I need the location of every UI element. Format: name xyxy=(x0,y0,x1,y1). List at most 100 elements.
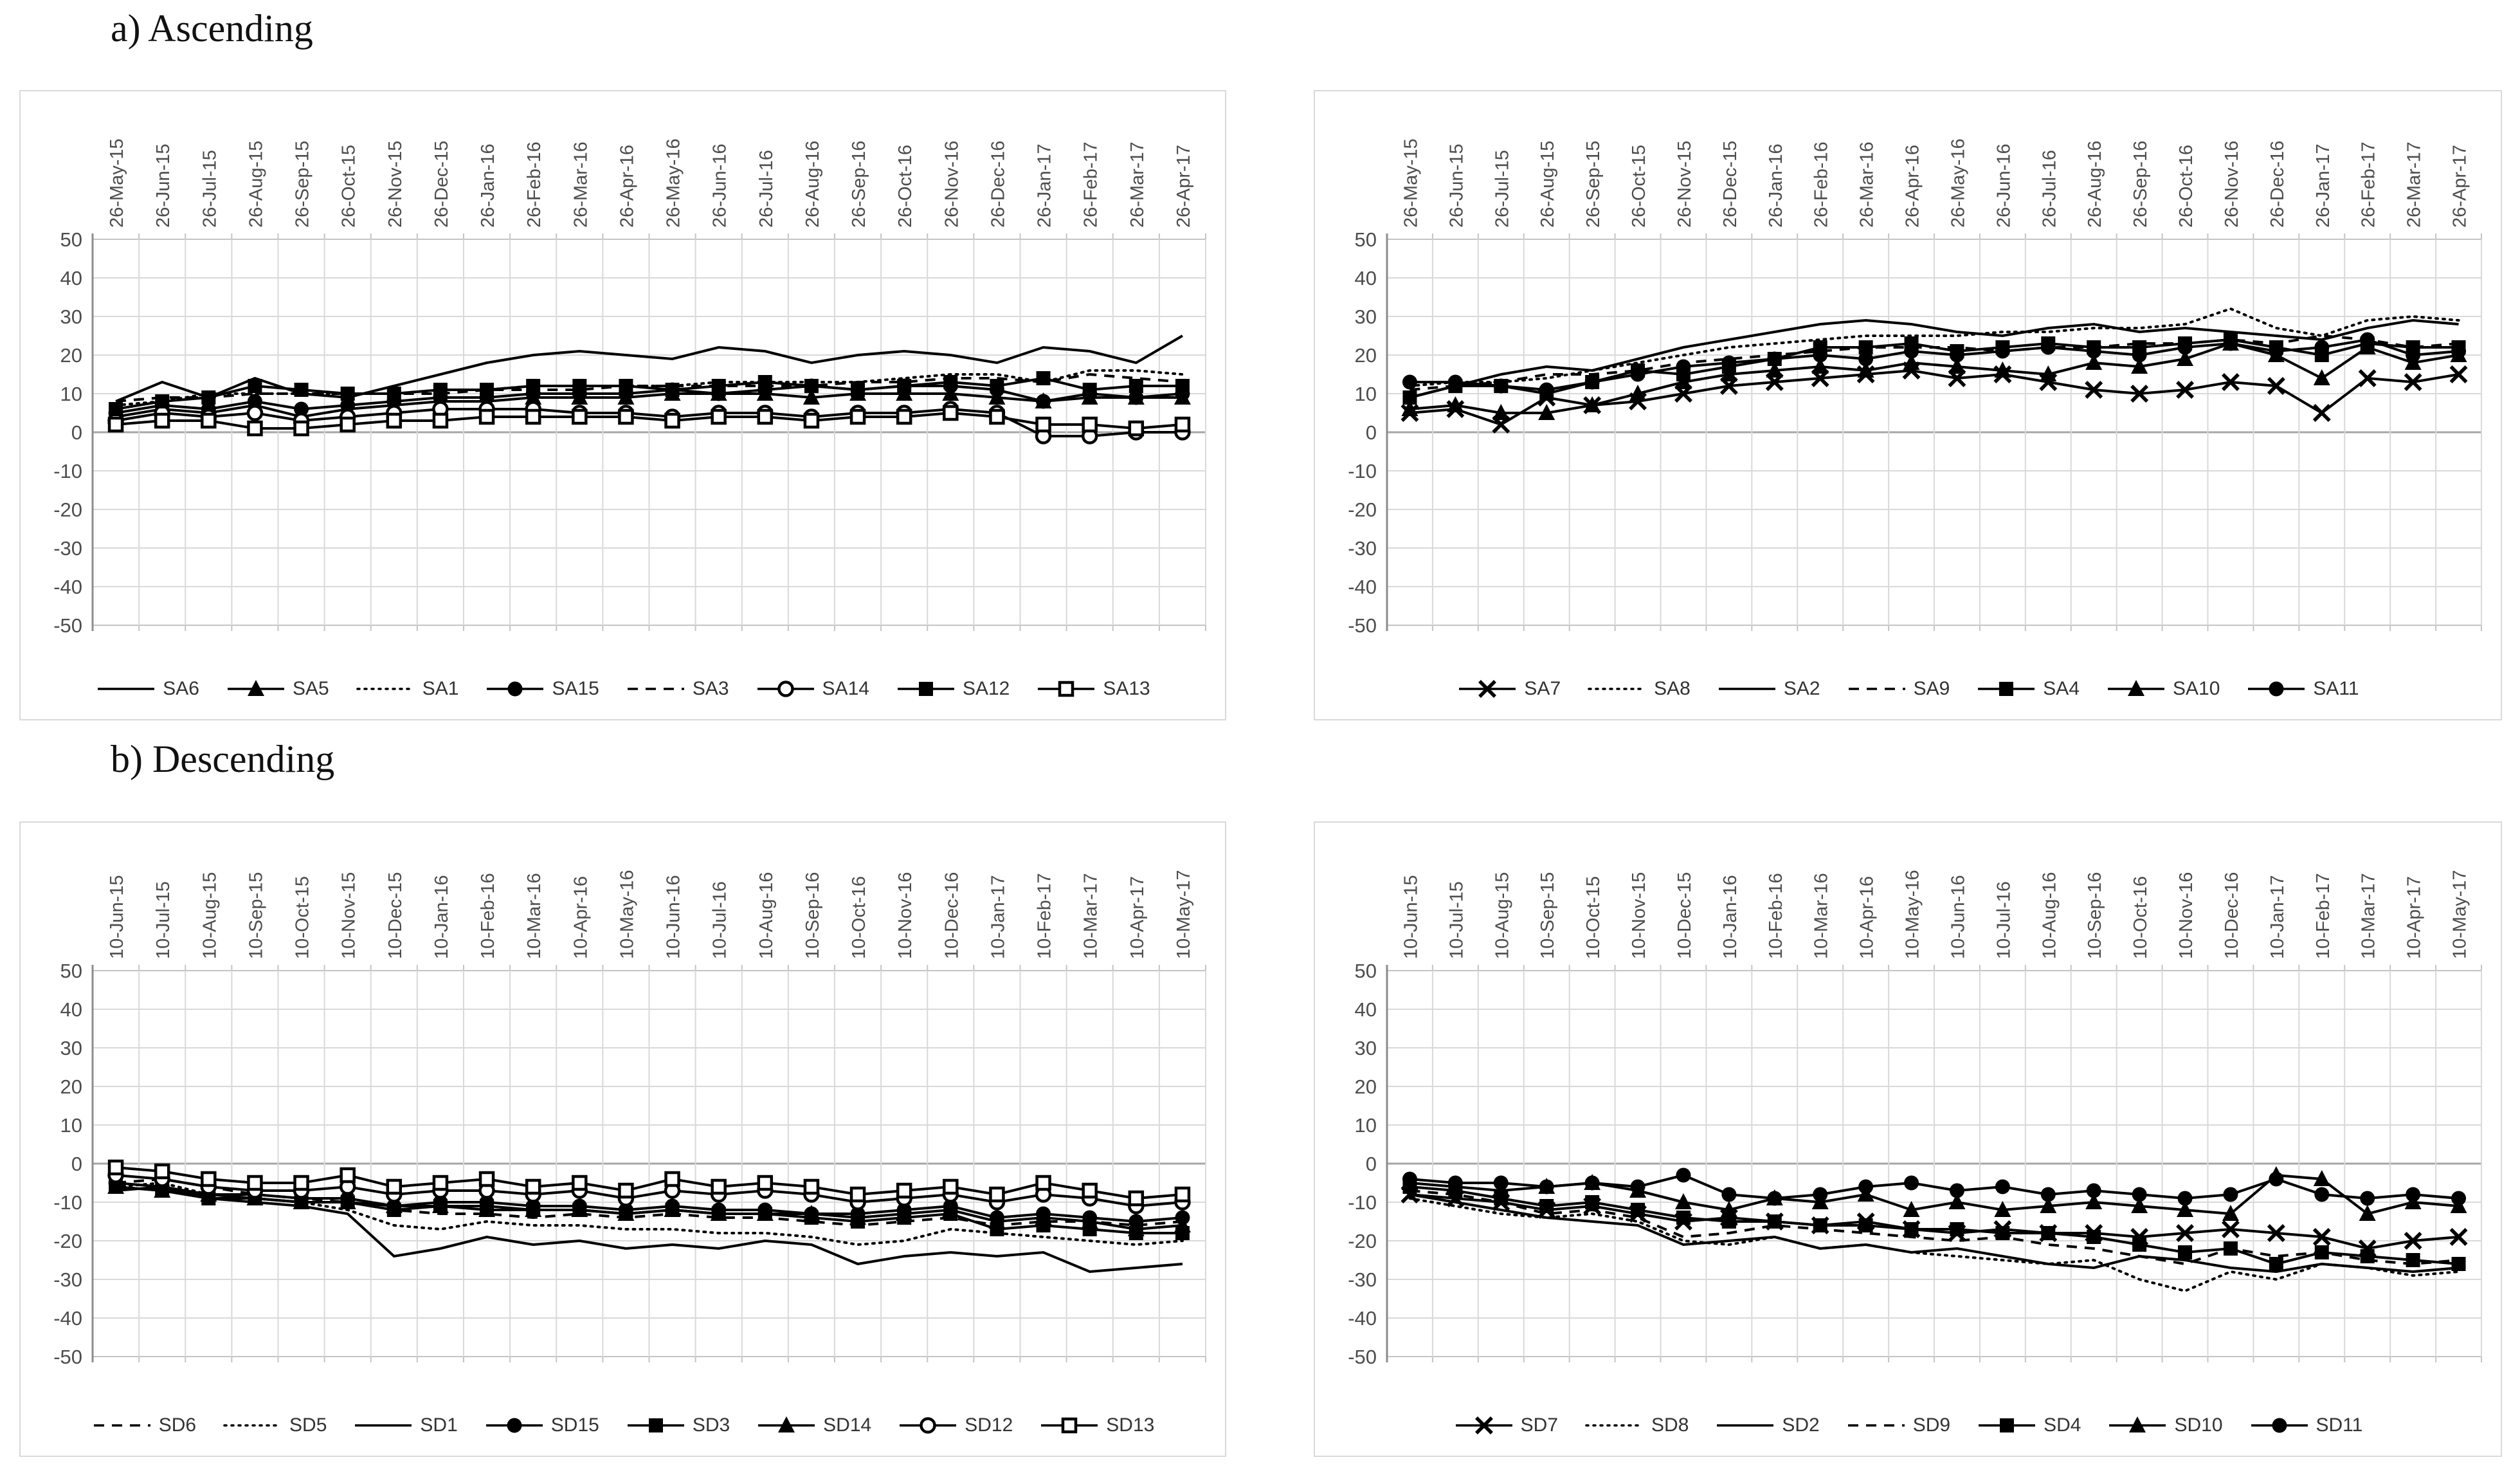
legend-sample-dashed-icon xyxy=(1848,688,1905,690)
svg-text:10-Jan-17: 10-Jan-17 xyxy=(988,875,1008,959)
svg-text:20: 20 xyxy=(1355,344,1377,367)
legend-label: SD9 xyxy=(1912,1414,1951,1436)
svg-text:26-Jul-16: 26-Jul-16 xyxy=(756,150,777,228)
svg-text:-30: -30 xyxy=(53,1268,82,1291)
legend-item-sa9: SA9 xyxy=(1846,678,1950,700)
legend-item-sd10: SD10 xyxy=(2107,1414,2223,1436)
legend-label: SA6 xyxy=(163,678,199,699)
svg-text:26-Apr-16: 26-Apr-16 xyxy=(1903,145,1923,228)
legend-label: SD7 xyxy=(1520,1414,1559,1436)
svg-text:-20: -20 xyxy=(53,1230,82,1252)
svg-text:26-Sep-15: 26-Sep-15 xyxy=(293,141,313,228)
svg-text:10-Jul-15: 10-Jul-15 xyxy=(153,881,174,959)
svg-text:26-Jun-15: 26-Jun-15 xyxy=(153,143,174,228)
legend-label: SD14 xyxy=(823,1414,872,1436)
svg-text:26-Dec-16: 26-Dec-16 xyxy=(2267,141,2288,228)
svg-text:26-Jul-16: 26-Jul-16 xyxy=(2039,150,2060,228)
svg-text:-40: -40 xyxy=(1348,1307,1377,1330)
legend-sample-dotted-icon xyxy=(356,688,415,690)
legend-item-sa4: SA4 xyxy=(1975,678,2080,700)
chart-canvas-descending-right: 50 40 30 20 10 0 -10 -20 -30 -40 -50 10-Jun-15 10-Ju… xyxy=(1348,870,2482,1368)
svg-text:10-Sep-15: 10-Sep-15 xyxy=(246,872,266,959)
legend-label: SA11 xyxy=(2313,678,2359,699)
svg-text:10-Sep-16: 10-Sep-16 xyxy=(802,872,823,959)
svg-text:10: 10 xyxy=(60,1114,82,1137)
svg-text:10-Nov-16: 10-Nov-16 xyxy=(2176,872,2197,959)
legend-sample-solid-circle-icon xyxy=(485,1418,543,1433)
svg-text:10-Nov-16: 10-Nov-16 xyxy=(895,872,916,959)
svg-text:26-Jan-17: 26-Jan-17 xyxy=(1035,143,1055,228)
svg-text:10-Dec-15: 10-Dec-15 xyxy=(385,872,406,959)
legend-item-sd9: SD9 xyxy=(1845,1414,1950,1436)
legend-label: SA15 xyxy=(552,678,599,699)
svg-text:10-Nov-15: 10-Nov-15 xyxy=(1629,872,1649,959)
svg-text:26-Dec-15: 26-Dec-15 xyxy=(1720,141,1741,228)
legend-item-sd14: SD14 xyxy=(756,1414,871,1436)
svg-text:30: 30 xyxy=(60,306,82,328)
legend-item-sa14: SA14 xyxy=(755,678,869,700)
svg-text:-20: -20 xyxy=(1348,1230,1377,1252)
section-title-ascending: a) Ascending xyxy=(111,7,313,50)
svg-text:10-Jan-16: 10-Jan-16 xyxy=(431,875,452,959)
legend-descending-left: SD6 SD5 SD1 SD15 SD3 SD14 SD12 SD13 xyxy=(21,1414,1225,1436)
svg-text:10-Dec-16: 10-Dec-16 xyxy=(941,872,962,959)
legend-sample-dashed-icon xyxy=(1847,1424,1905,1427)
svg-text:26-Feb-16: 26-Feb-16 xyxy=(1811,142,1832,228)
svg-text:26-Feb-17: 26-Feb-17 xyxy=(2359,142,2379,228)
svg-text:10-May-16: 10-May-16 xyxy=(1903,870,1923,959)
svg-text:10-Jun-15: 10-Jun-15 xyxy=(107,875,127,959)
legend-item-sa15: SA15 xyxy=(484,678,599,700)
legend-sample-solid-icon xyxy=(98,688,155,690)
legend-label: SA12 xyxy=(962,678,1010,699)
svg-text:26-Sep-15: 26-Sep-15 xyxy=(1583,141,1604,228)
legend-sample-solid-square-icon xyxy=(627,1418,684,1432)
legend-item-sa11: SA11 xyxy=(2245,678,2359,700)
svg-text:26-Sep-16: 26-Sep-16 xyxy=(849,141,869,228)
svg-text:10-Oct-16: 10-Oct-16 xyxy=(2130,876,2151,959)
legend-label: SD10 xyxy=(2174,1414,2223,1436)
legend-label: SA5 xyxy=(293,678,329,699)
svg-text:26-Aug-15: 26-Aug-15 xyxy=(246,141,266,228)
legend-item-sd11: SD11 xyxy=(2249,1414,2363,1436)
svg-text:26-Jul-15: 26-Jul-15 xyxy=(199,150,220,228)
svg-text:-20: -20 xyxy=(53,499,82,521)
svg-text:10-Aug-16: 10-Aug-16 xyxy=(756,872,777,959)
legend-label: SD4 xyxy=(2044,1414,2081,1436)
chart-panel-ascending-right: 50 40 30 20 10 0 -10 -20 -30 -40 -50 26-May-15 26-Ju… xyxy=(1314,90,2502,720)
svg-text:26-Jan-17: 26-Jan-17 xyxy=(2313,143,2334,228)
svg-text:26-Nov-16: 26-Nov-16 xyxy=(2222,141,2242,228)
svg-text:10-Jun-16: 10-Jun-16 xyxy=(1948,875,1968,959)
svg-text:26-Jul-15: 26-Jul-15 xyxy=(1492,150,1512,228)
svg-text:40: 40 xyxy=(60,267,82,289)
legend-sample-dotted-icon xyxy=(223,1424,282,1427)
legend-item-sd15: SD15 xyxy=(484,1414,599,1436)
legend-item-sa12: SA12 xyxy=(895,678,1010,700)
chart-canvas-ascending-left: 50 40 30 20 10 0 -10 -20 -30 -40 -50 26-May-15 26-Ju… xyxy=(53,138,1206,637)
svg-text:40: 40 xyxy=(60,998,82,1021)
legend-sample-solid-square-icon xyxy=(1978,682,2035,696)
legend-sample-solid-x-icon xyxy=(1459,680,1516,698)
legend-item-sd8: SD8 xyxy=(1584,1414,1689,1436)
chart-panel-ascending-left: 50 40 30 20 10 0 -10 -20 -30 -40 -50 26-May-15 26-Ju… xyxy=(19,90,1226,720)
legend-ascending-right: SA7 SA8 SA2 SA9 SA4 SA10 SA11 xyxy=(1315,678,2501,700)
svg-text:10-Nov-15: 10-Nov-15 xyxy=(339,872,359,959)
legend-label: SA13 xyxy=(1103,678,1150,699)
svg-text:26-Dec-15: 26-Dec-15 xyxy=(431,141,452,228)
legend-label: SD11 xyxy=(2316,1414,2363,1436)
svg-text:26-Jun-16: 26-Jun-16 xyxy=(1993,143,2014,228)
svg-text:10-Feb-17: 10-Feb-17 xyxy=(1035,873,1055,959)
svg-text:10-May-16: 10-May-16 xyxy=(617,870,637,959)
legend-label: SD3 xyxy=(692,1414,730,1436)
svg-text:30: 30 xyxy=(1355,1037,1377,1059)
svg-text:26-Jun-16: 26-Jun-16 xyxy=(710,143,730,228)
svg-text:-30: -30 xyxy=(1348,537,1377,560)
legend-sample-solid-circle-icon xyxy=(487,681,544,697)
svg-text:10-Feb-17: 10-Feb-17 xyxy=(2313,873,2334,959)
legend-item-sa10: SA10 xyxy=(2105,678,2220,700)
svg-text:0: 0 xyxy=(1366,1153,1377,1175)
legend-item-sd12: SD12 xyxy=(897,1414,1013,1436)
svg-text:30: 30 xyxy=(1355,306,1377,328)
legend-sample-solid-square-open-icon xyxy=(1038,681,1095,697)
svg-text:50: 50 xyxy=(1355,960,1377,982)
